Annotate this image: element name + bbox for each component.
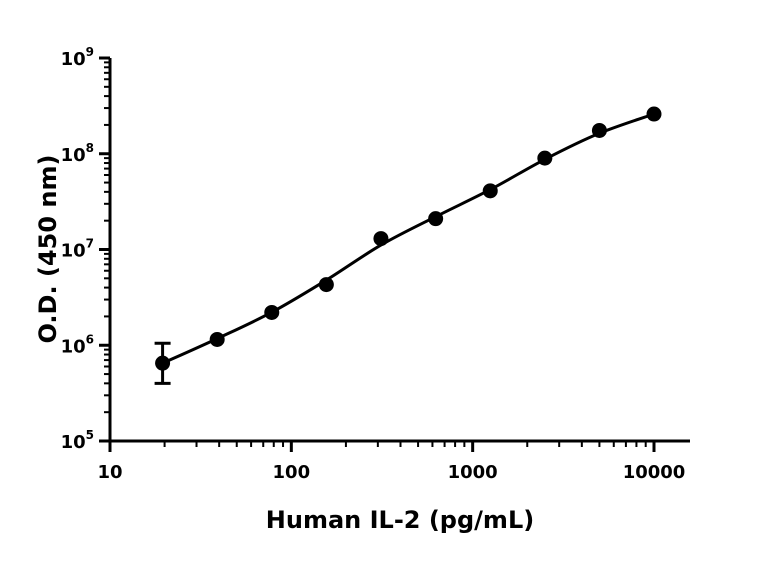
x-axis-title: Human IL-2 (pg/mL): [266, 506, 534, 534]
data-point: [537, 150, 553, 166]
y-axis-title: O.D. (450 nm): [34, 155, 62, 344]
data-points: [155, 106, 662, 371]
y-tick-label: 108: [61, 141, 94, 166]
y-tick-label: 107: [61, 237, 94, 262]
x-tick-label: 10: [97, 462, 122, 483]
plot-area: 10 100 1000 10000 105 106 107 108 109: [61, 45, 690, 483]
data-point: [373, 231, 389, 247]
data-point: [155, 355, 171, 371]
y-tick-label: 105: [61, 428, 94, 453]
data-point: [482, 183, 498, 199]
x-tick-label: 100: [273, 462, 311, 483]
data-point: [318, 277, 334, 293]
data-point: [428, 211, 444, 227]
data-point: [646, 106, 662, 122]
fit-curve: [161, 112, 655, 365]
y-tick-label: 106: [61, 332, 94, 357]
x-ticks: 10 100 1000 10000: [97, 441, 685, 483]
data-point: [264, 304, 280, 320]
y-ticks: 105 106 107 108 109: [61, 45, 110, 453]
data-point: [209, 331, 225, 347]
x-tick-label: 1000: [448, 462, 498, 483]
x-tick-label: 10000: [623, 462, 686, 483]
data-point: [591, 122, 607, 138]
y-tick-label: 109: [61, 45, 94, 70]
